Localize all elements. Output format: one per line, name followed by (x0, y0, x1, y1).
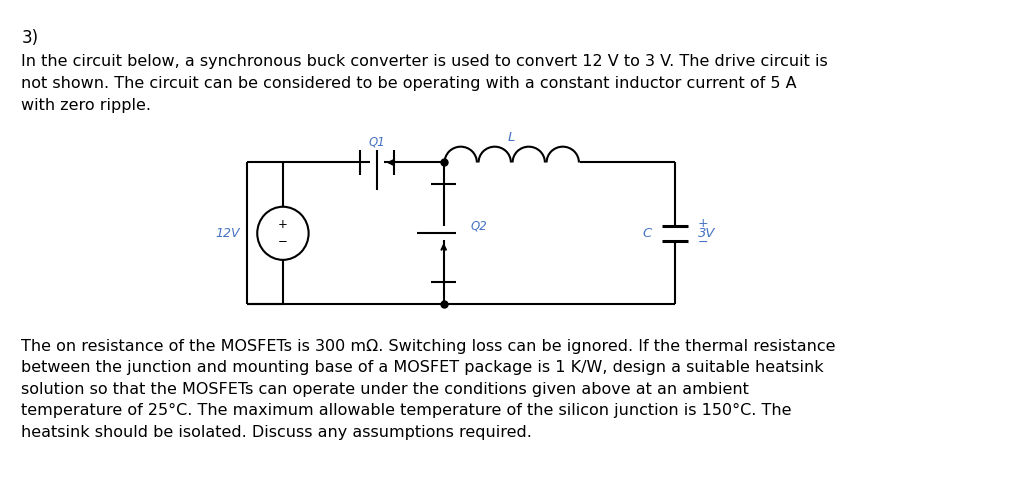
Text: −: − (698, 236, 708, 249)
Text: Q2: Q2 (470, 220, 487, 233)
Text: −: − (278, 235, 288, 248)
Text: 3V: 3V (698, 227, 715, 240)
Text: In the circuit below, a synchronous buck converter is used to convert 12 V to 3 : In the circuit below, a synchronous buck… (21, 54, 828, 113)
Text: The on resistance of the MOSFETs is 300 mΩ. Switching loss can be ignored. If th: The on resistance of the MOSFETs is 300 … (21, 339, 836, 440)
Text: 3): 3) (21, 29, 39, 47)
Text: Q1: Q1 (369, 136, 385, 149)
Text: 12V: 12V (215, 227, 240, 240)
Text: +: + (698, 217, 708, 230)
Text: L: L (508, 131, 515, 144)
Text: +: + (278, 218, 288, 231)
Text: C: C (643, 227, 652, 240)
